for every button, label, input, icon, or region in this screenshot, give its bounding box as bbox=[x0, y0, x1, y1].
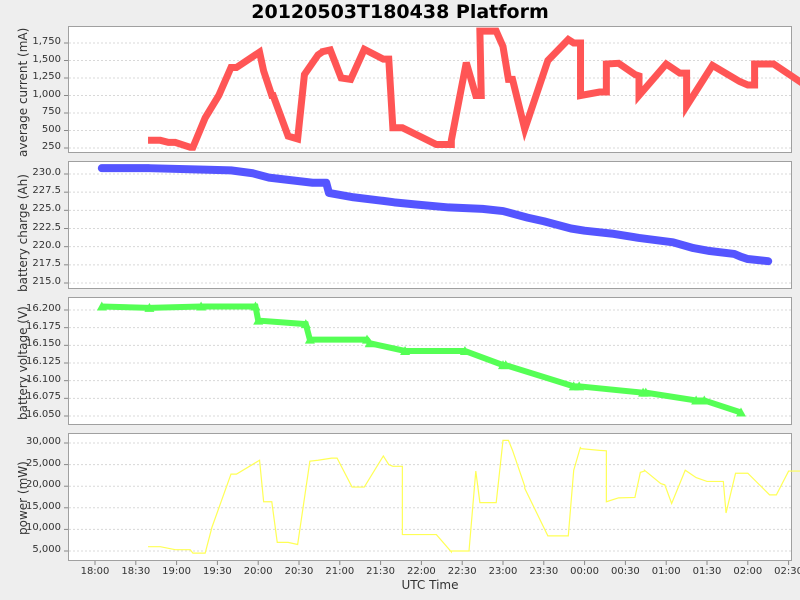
y-tick-label: 1,000 bbox=[32, 88, 61, 100]
panel-current bbox=[68, 26, 792, 153]
y-tick-label: 15,000 bbox=[26, 500, 61, 512]
y-tick-label: 16.075 bbox=[26, 391, 61, 403]
y-tick-label: 10,000 bbox=[26, 522, 61, 534]
x-tick-label: 00:00 bbox=[570, 566, 599, 577]
x-tick-label: 01:00 bbox=[651, 566, 681, 577]
x-axis-label: UTC Time bbox=[401, 578, 459, 592]
y-tick-label: 250 bbox=[41, 141, 61, 152]
y-tick-label: 16.125 bbox=[26, 356, 61, 367]
y-tick-label: 215.0 bbox=[32, 276, 61, 287]
y-tick-label: 16.150 bbox=[26, 338, 61, 350]
y-tick-label: 500 bbox=[41, 123, 61, 135]
series-line bbox=[97, 164, 773, 266]
x-tick-label: 22:00 bbox=[406, 566, 436, 577]
x-tick-label: 23:00 bbox=[488, 566, 518, 577]
y-tick-label: 16.050 bbox=[26, 409, 61, 420]
y-tick-label: 230.0 bbox=[32, 167, 61, 178]
y-tick-label: 220.0 bbox=[32, 239, 61, 251]
x-tick-label: 00:30 bbox=[610, 566, 640, 577]
x-tick-label: 01:30 bbox=[692, 566, 722, 577]
y-tick-label: 750 bbox=[41, 106, 61, 117]
y-tick-label: 16.200 bbox=[26, 303, 61, 314]
y-tick-label: 1,750 bbox=[32, 36, 61, 47]
x-tick-label: 18:00 bbox=[80, 566, 110, 577]
y-tick-label: 25,000 bbox=[26, 457, 61, 469]
x-tick-label: 19:00 bbox=[162, 566, 191, 577]
y-tick-label: 16.175 bbox=[26, 320, 61, 332]
panel-power bbox=[68, 433, 792, 561]
panel-charge bbox=[68, 161, 792, 289]
y-tick-label: 5,000 bbox=[32, 544, 61, 555]
x-tick-label: 18:30 bbox=[121, 566, 151, 577]
y-tick-label: 20,000 bbox=[26, 479, 61, 491]
y-tick-label: 1,500 bbox=[32, 53, 61, 65]
y-tick-label: 217.5 bbox=[32, 257, 61, 269]
x-tick-label: 21:00 bbox=[325, 566, 355, 577]
x-tick-label: 22:30 bbox=[447, 566, 477, 577]
x-tick-label: 19:30 bbox=[202, 566, 232, 577]
y-tick-label: 30,000 bbox=[26, 436, 61, 447]
x-tick-label: 20:30 bbox=[284, 566, 314, 577]
x-tick-label: 23:30 bbox=[529, 566, 559, 577]
series-line bbox=[148, 439, 800, 554]
panel-voltage bbox=[68, 297, 792, 425]
y-tick-label: 225.0 bbox=[32, 203, 61, 215]
x-tick-label: 20:00 bbox=[243, 566, 273, 577]
y-tick-label: 227.5 bbox=[32, 185, 61, 197]
series-line bbox=[148, 27, 800, 151]
x-tick-label: 02:00 bbox=[733, 566, 763, 577]
y-tick-label: 16.100 bbox=[26, 373, 61, 385]
x-tick-label: 02:30 bbox=[774, 566, 800, 577]
x-tick-label: 21:30 bbox=[366, 566, 395, 577]
y-tick-label: 222.5 bbox=[32, 221, 61, 233]
y-tick-label: 1,250 bbox=[32, 71, 61, 82]
chart-title: 20120503T180438 Platform bbox=[251, 1, 549, 23]
